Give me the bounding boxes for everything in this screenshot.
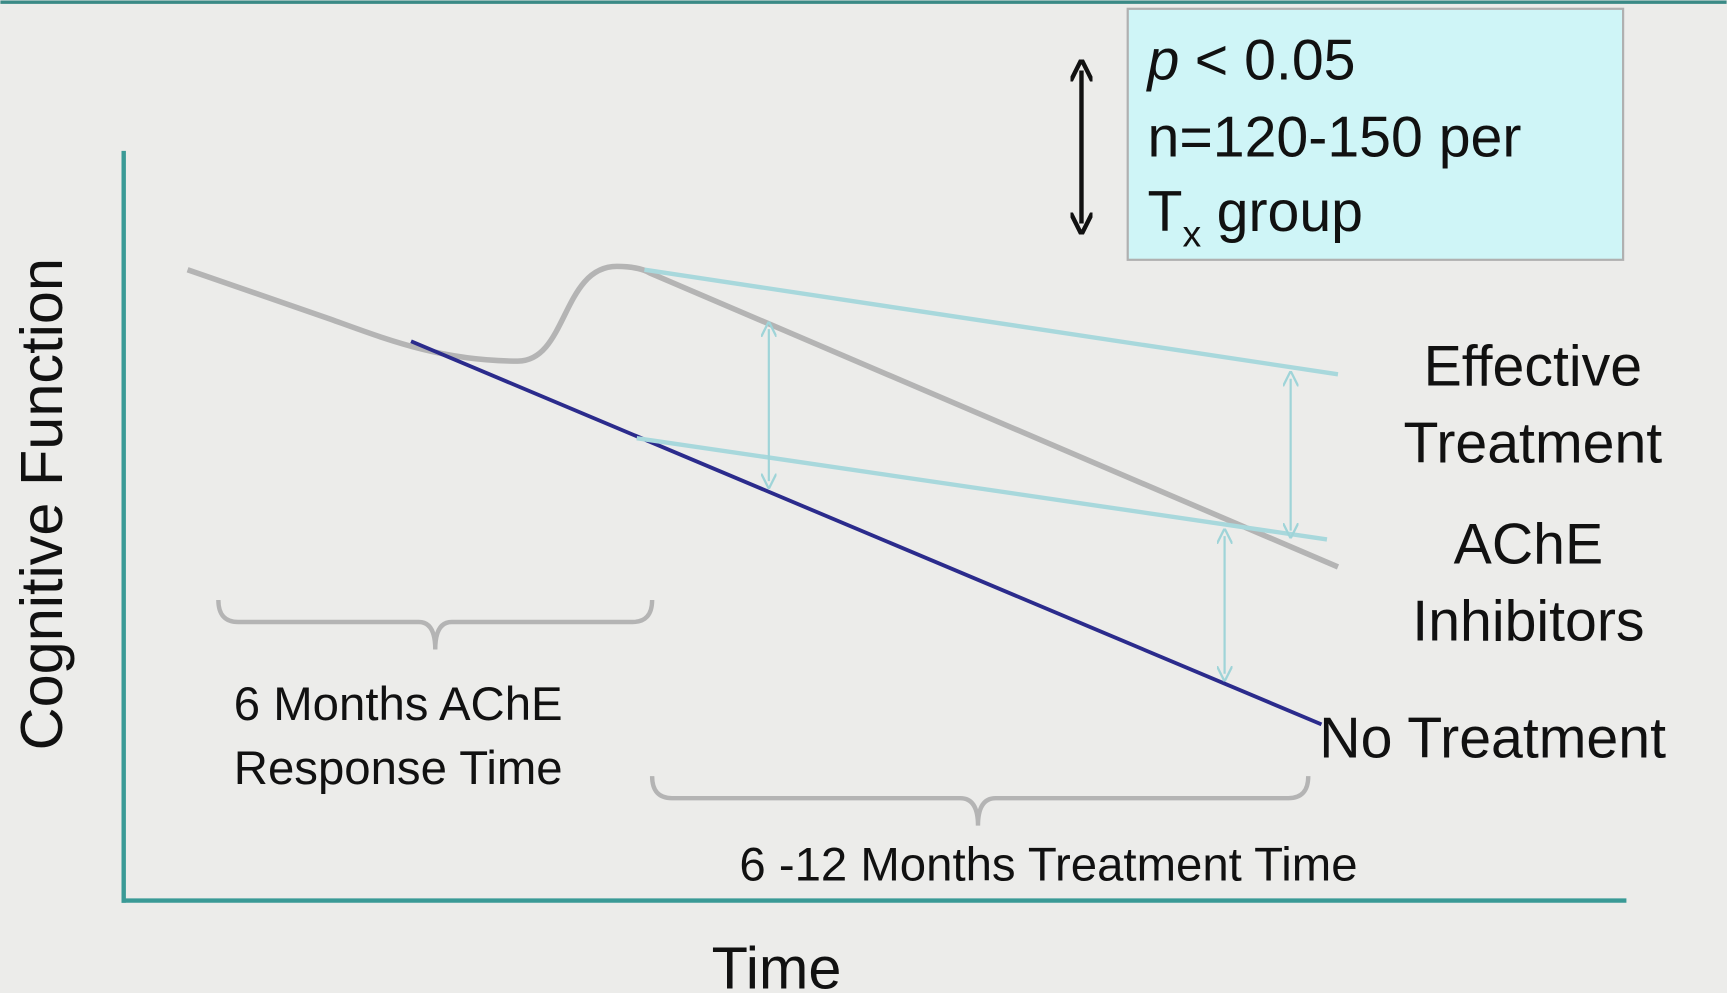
bracket-label: 6 Months AChE: [234, 678, 563, 731]
y-axis-label: Cognitive Function: [8, 258, 75, 750]
group-letter: T: [1148, 180, 1183, 244]
no-treatment-line: [410, 339, 1323, 727]
effective-treatment-curve: [186, 263, 1340, 570]
line-label: No Treatment: [1319, 706, 1666, 770]
group-word: group: [1217, 180, 1363, 244]
sample-size: n=120-150 per: [1148, 105, 1522, 169]
stats-box: [1126, 7, 1625, 261]
group-subscript: x: [1182, 213, 1201, 255]
effective-trend-line: [644, 267, 1339, 377]
bracket-label: Response Time: [234, 742, 563, 795]
p-value-line: p < 0.05: [1146, 28, 1356, 92]
group-line: Tx group: [1148, 180, 1363, 254]
p-value: < 0.05: [1195, 28, 1356, 92]
line-label: AChE: [1454, 513, 1604, 577]
bracket-label: 6 -12 Months Treatment Time: [739, 839, 1357, 892]
p-symbol: p: [1146, 28, 1180, 92]
response-bracket: [216, 599, 655, 650]
treatment-bracket: [649, 776, 1311, 826]
line-label: Effective: [1424, 334, 1642, 398]
ache-trend-line: [636, 435, 1328, 542]
x-axis-label: Time: [712, 935, 842, 993]
line-label: Treatment: [1403, 411, 1662, 475]
line-label: Inhibitors: [1412, 590, 1644, 654]
